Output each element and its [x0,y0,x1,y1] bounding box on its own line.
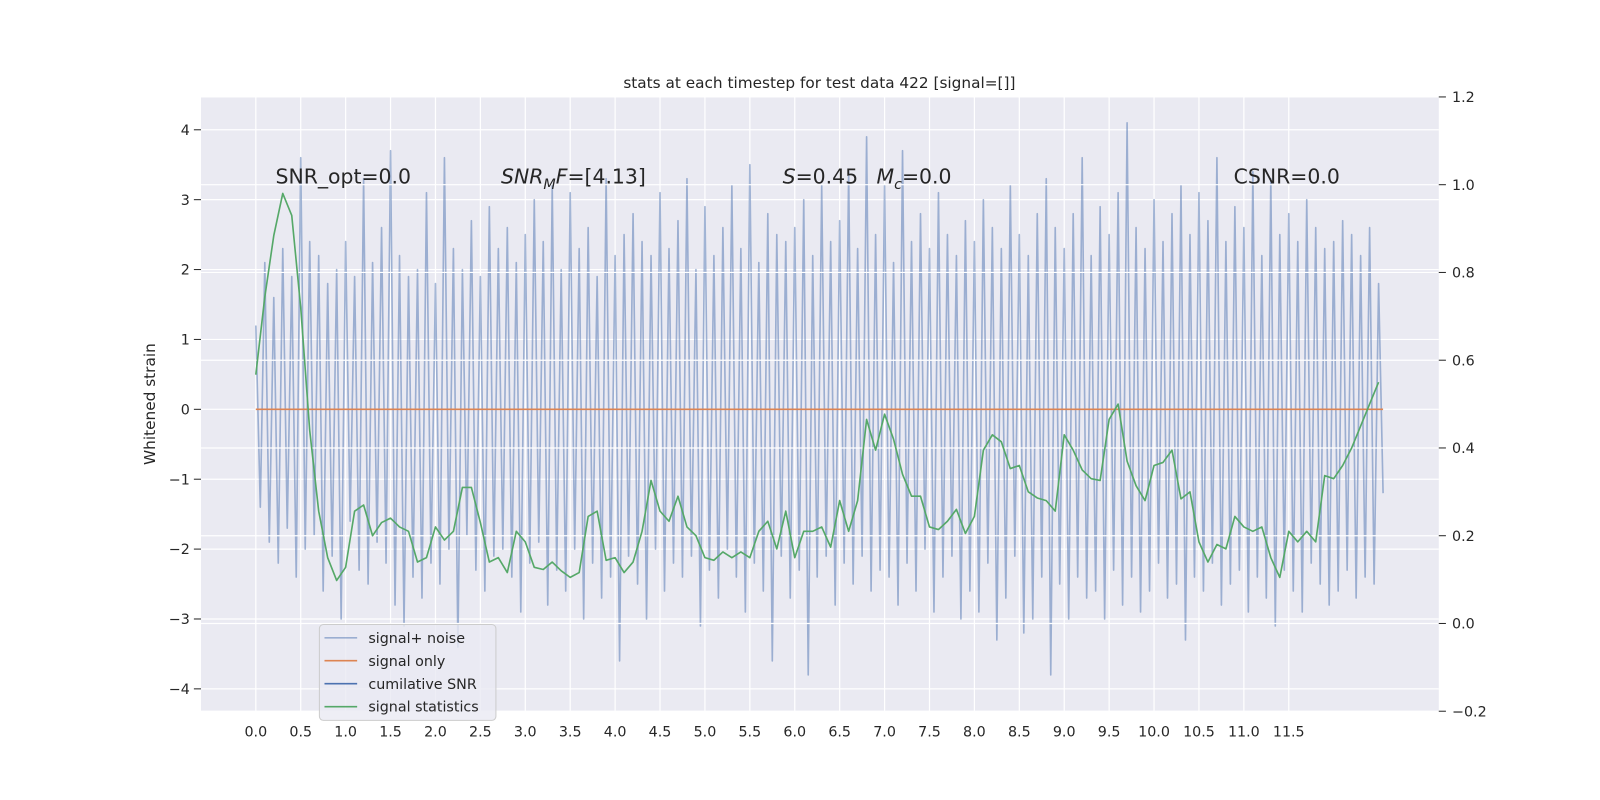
y-tick-label: 4 [181,123,190,139]
y2-tick-label: 0.6 [1452,353,1475,369]
x-tick-label: 9.5 [1098,725,1121,741]
annotation-part: SNR [501,165,543,189]
series-line [255,192,1380,582]
y2-tick-label: 0.0 [1452,617,1475,633]
x-tick-label: 8.0 [963,725,986,741]
x-tick-label: 6.0 [783,725,806,741]
y-tick-label: −4 [169,682,190,698]
grid-secondary [201,96,1439,712]
y-tick-label: 0 [181,402,190,418]
plot-area-secondary [255,192,1380,582]
x-tick-label: 1.5 [379,725,402,741]
y-tick-label: 1 [181,333,190,349]
y2-tick-label: 0.4 [1452,441,1475,457]
x-tick-label: 0.5 [289,725,312,741]
y-tick-label: −3 [169,612,190,628]
y-tick-label: −2 [169,542,190,558]
y-tick-label: 3 [181,193,190,209]
x-tick-label: 7.5 [918,725,941,741]
annotation-part: =0.45 [796,165,859,189]
annotation: Mc=0.0 [877,165,952,193]
legend-box [318,623,497,721]
x-tick-label: 11.0 [1228,725,1260,741]
annotation-part: M [543,177,555,193]
x-tick-label: 5.0 [694,725,717,741]
annotation-part: c [894,177,902,193]
annotation: S=0.45 [783,165,858,189]
y-axis-label: Whitened strain [141,343,159,465]
annotation: SNRMF=[4.13] [501,165,646,193]
legend-label: signal only [368,654,445,670]
legend-label: signal+ noise [368,631,465,647]
grid [201,96,1439,712]
annotation-part: =[4.13] [567,165,645,189]
annotation-part: M [877,165,895,189]
y-tick-label: 2 [181,263,190,279]
annotation: CSNR=0.0 [1234,165,1340,189]
legend-label: signal statistics [368,700,478,716]
y2-tick-label: 0.8 [1452,266,1475,282]
series-line [255,121,1384,676]
legend-label: cumilative SNR [368,677,476,693]
x-tick-label: 8.5 [1008,725,1031,741]
annotation-part: S [783,165,796,189]
legend: signal+ noise signal only cumilative SNR si… [318,623,497,721]
x-tick-label: 2.5 [469,725,492,741]
x-tick-label: 10.5 [1183,725,1215,741]
annotation: SNR_opt=0.0 [276,165,412,190]
y-tick-label: −1 [169,472,190,488]
axes: 0.0 0.5 1.0 1.5 2.0 2.5 3.0 3.5 4.0 4.5 5.0 5.5 6.0 6… [169,90,1487,741]
x-tick-label: 10.0 [1138,725,1170,741]
x-tick-label: 4.5 [649,725,672,741]
y2-tick-label: 1.0 [1452,178,1475,194]
x-tick-label: 4.0 [604,725,627,741]
chart-title: stats at each timestep for test data 422… [623,74,1015,92]
y2-tick-label: 1.2 [1452,90,1475,106]
x-tick-label: 3.0 [514,725,537,741]
x-tick-label: 3.5 [559,725,582,741]
y2-tick-label: 0.2 [1452,529,1475,545]
x-tick-label: 6.5 [828,725,851,741]
x-tick-label: 1.0 [334,725,357,741]
x-tick-label: 7.0 [873,725,896,741]
x-tick-label: 9.0 [1053,725,1076,741]
x-tick-label: 2.0 [424,725,447,741]
annotation-part: =0.0 [902,165,952,189]
x-tick-label: 0.0 [244,725,267,741]
x-tick-label: 11.5 [1273,725,1305,741]
x-tick-label: 5.5 [738,725,761,741]
annotation-part: F [556,165,568,189]
y2-tick-label: −0.2 [1452,704,1487,720]
plot-area [255,121,1384,676]
